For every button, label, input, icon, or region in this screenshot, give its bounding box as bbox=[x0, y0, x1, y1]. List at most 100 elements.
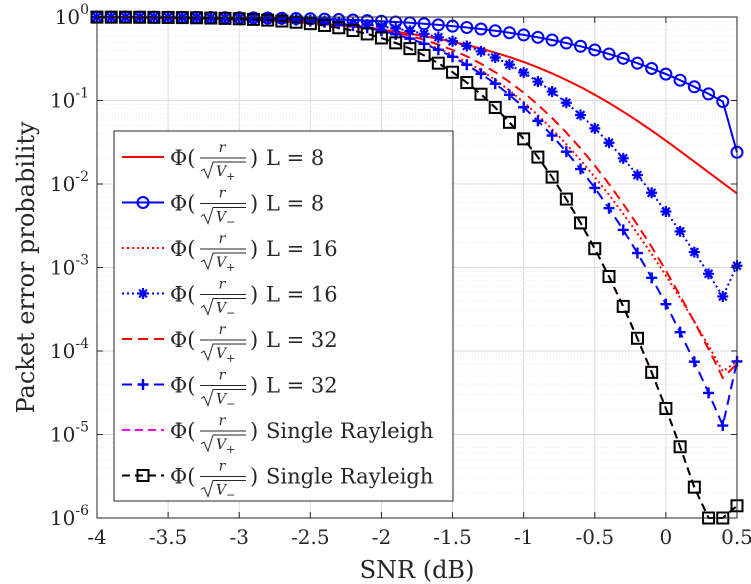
legend-numerator: r bbox=[219, 186, 227, 202]
legend-sqrt-sign bbox=[200, 207, 246, 225]
series-5-point bbox=[603, 202, 615, 214]
series-7-point-shape bbox=[261, 13, 275, 27]
y-axis-label: Packet error probability bbox=[12, 121, 40, 414]
legend-sqrt-sign bbox=[200, 298, 246, 316]
series-1-point-shape bbox=[517, 28, 531, 42]
series-1-point bbox=[673, 73, 687, 87]
x-tick-label: 0.5 bbox=[721, 525, 751, 549]
legend-close-paren: ) bbox=[250, 192, 258, 216]
series-1-point-shape bbox=[574, 39, 588, 53]
y-tick-exponent: -2 bbox=[75, 169, 89, 185]
series-5-point bbox=[575, 163, 587, 175]
series-3-point bbox=[475, 45, 487, 57]
series-3-point bbox=[532, 76, 544, 88]
series-7-point-shape bbox=[588, 242, 602, 256]
series-7-point-shape bbox=[232, 12, 246, 26]
series-7-point-shape bbox=[673, 440, 687, 454]
series-7-point-shape bbox=[502, 115, 516, 129]
series-7-point bbox=[460, 76, 474, 90]
legend-swatch-marker-shape bbox=[136, 196, 150, 209]
series-line-4 bbox=[97, 16, 738, 380]
series-7-point-shape bbox=[417, 48, 431, 62]
legend-label: L = 32 bbox=[266, 374, 338, 398]
legend-numerator: r bbox=[219, 413, 227, 429]
series-5-point-shape bbox=[475, 68, 487, 80]
series-3-point bbox=[688, 246, 700, 258]
y-tick-label: 10-1 bbox=[50, 86, 89, 113]
legend-phi: Φ( bbox=[170, 146, 195, 170]
series-5-point-shape bbox=[703, 387, 715, 399]
series-1-point-shape bbox=[474, 22, 488, 36]
y-tick-label: 10-5 bbox=[50, 420, 89, 447]
legend-phi: Φ( bbox=[170, 419, 195, 443]
series-1-point bbox=[545, 33, 559, 47]
series-1-point-shape bbox=[588, 43, 602, 57]
series-1-point-shape bbox=[531, 30, 545, 44]
y-tick-exponent: -1 bbox=[75, 86, 89, 102]
series-7-point-shape bbox=[645, 365, 659, 379]
series-7-point bbox=[474, 87, 488, 101]
y-tick-label: 10-2 bbox=[50, 169, 89, 196]
series-5-point bbox=[646, 272, 658, 284]
series-7-point bbox=[374, 31, 388, 45]
series-1-point bbox=[716, 95, 730, 109]
series-5-point-shape bbox=[688, 356, 700, 368]
y-tick-label: 100 bbox=[55, 2, 89, 29]
legend-swatch-marker bbox=[136, 469, 150, 482]
series-1-point-shape bbox=[602, 47, 616, 61]
series-3-point bbox=[447, 35, 459, 47]
legend-subscript: − bbox=[226, 307, 235, 320]
legend-entry: Φ(rV−) L = 16 bbox=[122, 277, 338, 320]
legend-sqrt-sign bbox=[200, 343, 246, 362]
series-5-point-shape bbox=[660, 298, 672, 310]
y-tick-exponent: -6 bbox=[75, 503, 89, 519]
series-7-point bbox=[175, 11, 189, 25]
x-tick-label: -4 bbox=[87, 525, 106, 549]
series-5-point-shape bbox=[603, 202, 615, 214]
series-3-point bbox=[418, 28, 430, 40]
series-1-point-shape bbox=[460, 20, 474, 34]
series-7-point bbox=[246, 12, 260, 26]
series-3-point-shape bbox=[447, 35, 459, 47]
series-7-point bbox=[687, 480, 701, 494]
legend-close-paren: ) bbox=[250, 237, 258, 261]
series-7-point bbox=[630, 331, 644, 345]
series-5-point bbox=[717, 420, 729, 432]
series-1-point bbox=[460, 20, 474, 34]
series-3-point-shape bbox=[475, 45, 487, 57]
series-3-point-shape bbox=[546, 86, 558, 98]
legend-phi: Φ( bbox=[170, 192, 195, 216]
series-1-point bbox=[687, 80, 701, 94]
series-7-point bbox=[403, 42, 417, 56]
series-7-point bbox=[488, 100, 502, 114]
series-7-point bbox=[574, 216, 588, 230]
series-5-point bbox=[703, 387, 715, 399]
series-7-point bbox=[318, 19, 332, 33]
series-3-point-shape bbox=[503, 59, 515, 71]
series-3-point bbox=[575, 109, 587, 121]
series-7-point-shape bbox=[574, 216, 588, 230]
series-7-point-shape bbox=[190, 11, 204, 25]
series-3-point-shape bbox=[617, 152, 629, 164]
legend-close-paren: ) bbox=[250, 146, 258, 170]
legend-subscript: + bbox=[226, 443, 235, 456]
series-7-point-shape bbox=[389, 36, 403, 50]
series-7-point-shape bbox=[616, 299, 630, 313]
series-7-point bbox=[332, 21, 346, 35]
series-7-point bbox=[389, 36, 403, 50]
series-3-point bbox=[617, 152, 629, 164]
series-5-point-shape bbox=[617, 224, 629, 236]
series-1-point bbox=[630, 56, 644, 70]
series-5-point-shape bbox=[560, 146, 572, 158]
legend-swatch-marker bbox=[137, 379, 149, 390]
series-5-point-shape bbox=[589, 182, 601, 194]
x-tick-label: -3.5 bbox=[149, 525, 188, 549]
series-3-point bbox=[703, 268, 715, 280]
series-5-point bbox=[418, 38, 430, 50]
x-tick-label: -2 bbox=[372, 525, 391, 549]
series-7-point-shape bbox=[659, 401, 673, 415]
series-5-point-shape bbox=[447, 51, 459, 63]
series-1-point-shape bbox=[659, 67, 673, 81]
series-7-point-shape bbox=[204, 11, 218, 25]
